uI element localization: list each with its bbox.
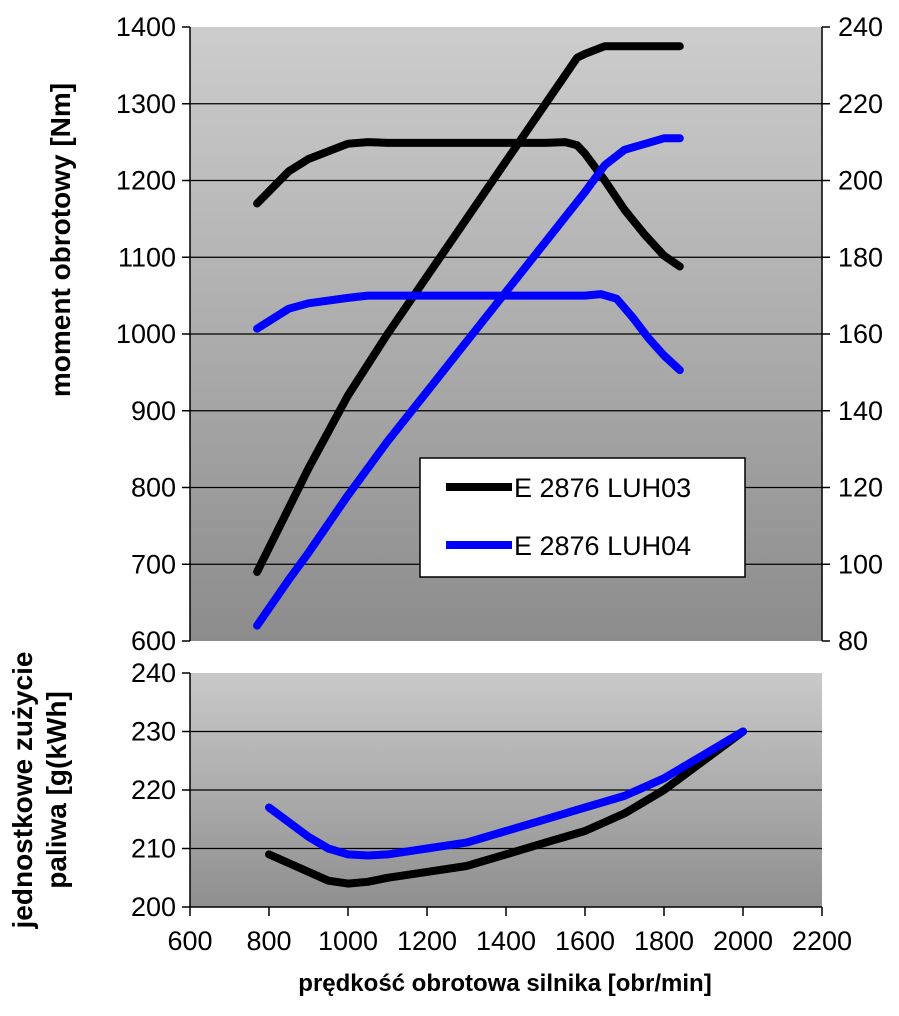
top-series-lines (253, 42, 684, 630)
top-left-tick-label: 1000 (116, 319, 176, 349)
top-left-tick-label: 800 (131, 473, 176, 503)
x-tick-label: 2000 (713, 926, 773, 956)
bottom-line-e-2876-luh04 (265, 727, 747, 860)
legend-box (419, 457, 746, 578)
legend-label-luh03: E 2876 LUH03 (514, 473, 691, 503)
top-line-e-2876-luh04-power (253, 134, 684, 630)
top-y-axis-title: moment obrotowy [Nm] (45, 83, 76, 397)
x-tick-label: 1600 (555, 926, 615, 956)
x-tick-label: 800 (246, 926, 291, 956)
top-left-tick-label: 900 (131, 396, 176, 426)
x-tick-label: 1000 (318, 926, 378, 956)
bottom-gridlines (190, 730, 822, 850)
x-tick-label: 2200 (792, 926, 852, 956)
legend-label-luh04: E 2876 LUH04 (514, 531, 691, 561)
top-right-tick-label: 200 (838, 166, 883, 196)
bottom-left-tick-label: 220 (131, 775, 176, 805)
top-right-tick-label: 180 (838, 242, 883, 272)
x-tick-label: 1800 (634, 926, 694, 956)
top-right-tick-label: 160 (838, 319, 883, 349)
top-right-tick-label: 80 (838, 626, 868, 656)
top-left-tick-label: 600 (131, 626, 176, 656)
top-line-e-2876-luh03-power (253, 42, 684, 576)
x-tick-label: 1200 (397, 926, 457, 956)
bottom-y-axis-title-line2: paliwa [g(kWh] (41, 691, 72, 889)
bottom-line-e-2876-luh03 (265, 727, 747, 888)
top-left-axis: 600 700 800 900 1000 1100 1200 1300 1400 (116, 12, 191, 656)
bottom-left-tick-label: 240 (131, 658, 176, 688)
top-line-e-2876-luh03-torque (253, 138, 684, 271)
x-tick-label: 600 (167, 926, 212, 956)
bottom-left-tick-label: 230 (131, 717, 176, 747)
bottom-left-axis: 200 210 220 230 240 (131, 658, 191, 922)
bottom-y-axis-title-line1: jednostkowe zużycie (7, 652, 38, 930)
top-right-tick-label: 140 (838, 396, 883, 426)
top-right-axis: 80 100 120 140 160 180 200 220 240 (821, 12, 883, 656)
top-right-tick-label: 120 (838, 473, 883, 503)
legend: E 2876 LUH03 E 2876 LUH04 (419, 457, 746, 578)
top-chart-panel: 600 700 800 900 1000 1100 1200 1300 1400 80 100 12… (45, 12, 883, 656)
bottom-series-lines (265, 727, 747, 888)
x-axis-title: prędkość obrotowa silnika [obr/min] (298, 970, 711, 997)
top-left-tick-label: 700 (131, 549, 176, 579)
bottom-left-tick-label: 200 (131, 892, 176, 922)
top-left-tick-label: 1100 (118, 242, 176, 272)
bottom-chart-panel: 200 210 220 230 240 600 800 1000 1200 1400 1600 18… (7, 652, 852, 997)
x-tick-label: 1400 (476, 926, 536, 956)
top-left-tick-label: 1300 (116, 89, 176, 119)
top-right-tick-label: 240 (838, 12, 883, 42)
top-right-tick-label: 100 (838, 549, 883, 579)
bottom-left-tick-label: 210 (131, 834, 176, 864)
top-left-tick-label: 1400 (116, 12, 176, 42)
bottom-x-axis: 600 800 1000 1200 1400 1600 1800 2000 2200 (167, 906, 852, 956)
top-right-tick-label: 220 (838, 89, 883, 119)
top-left-tick-label: 1200 (116, 166, 176, 196)
